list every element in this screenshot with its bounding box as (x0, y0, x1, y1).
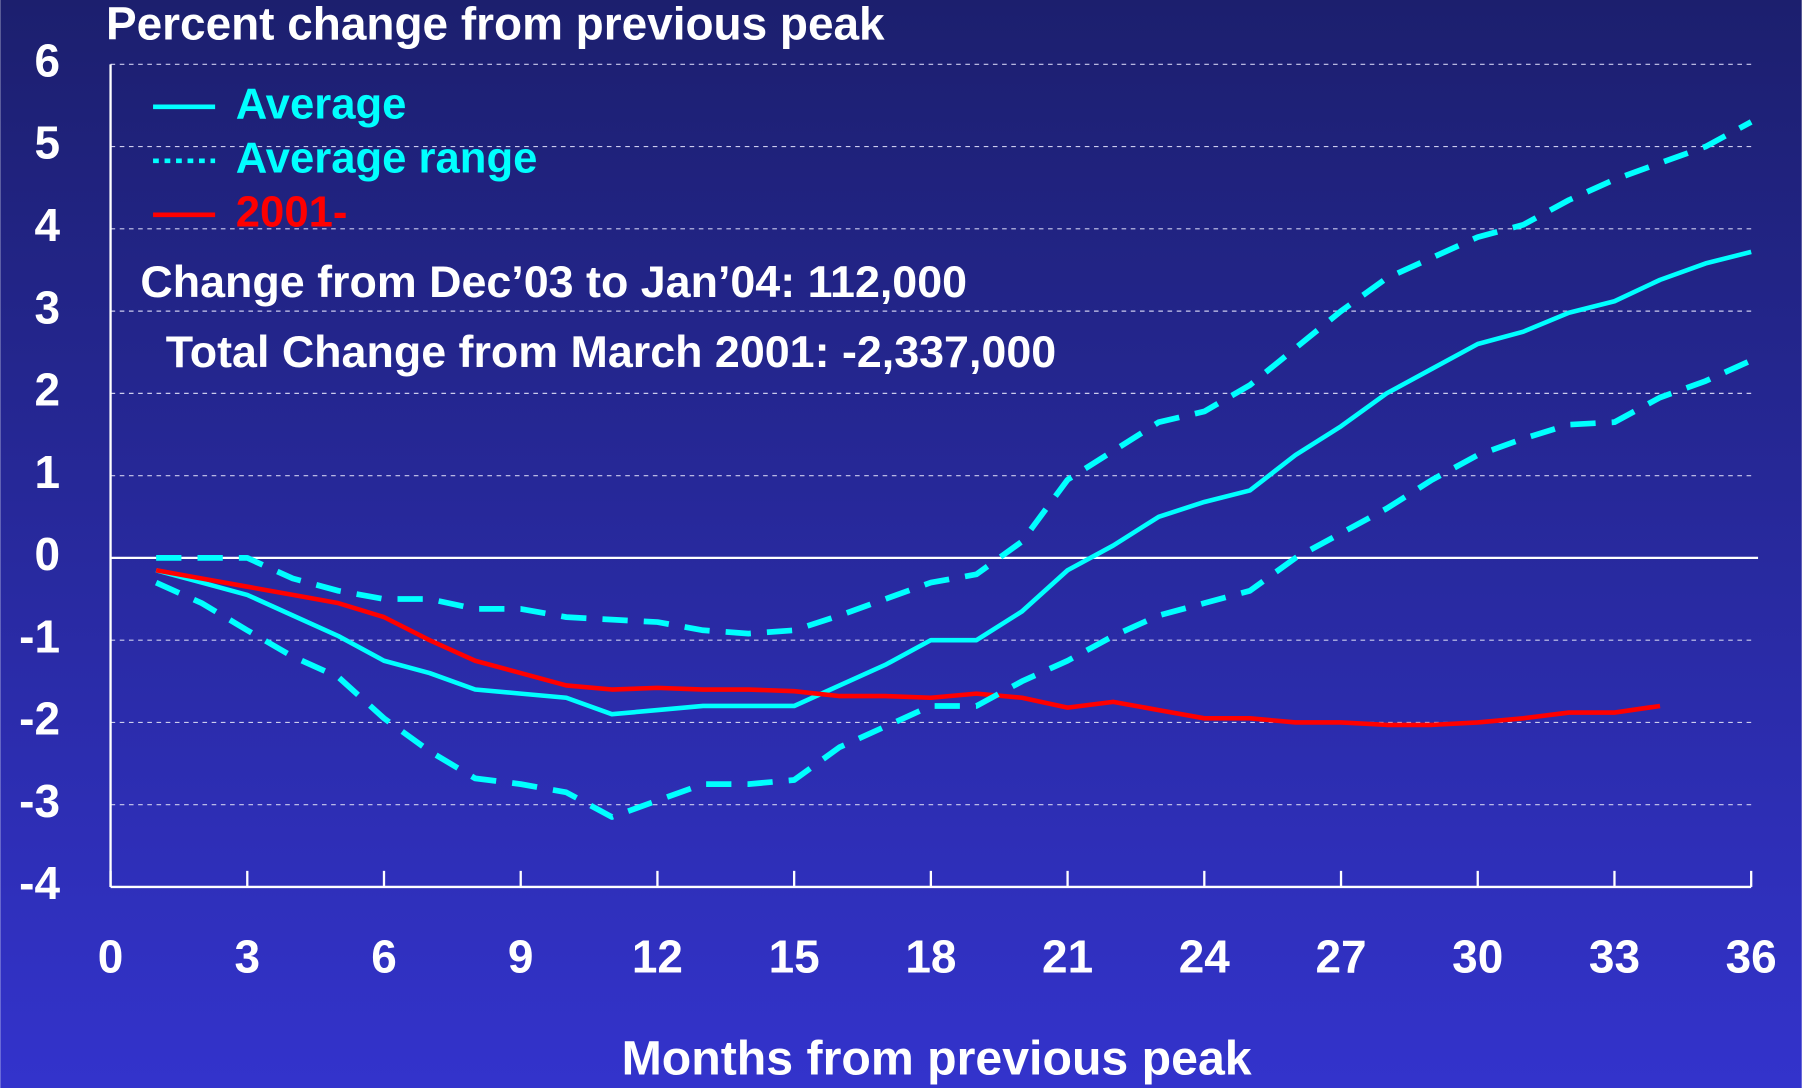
chart-title: Percent change from previous peak (106, 0, 885, 50)
series-line (154, 357, 1753, 820)
x-tick-label: 21 (1042, 931, 1093, 983)
x-tick-label: 24 (1179, 931, 1231, 983)
y-tick-label: 2 (34, 364, 60, 416)
y-tick-label: -4 (19, 857, 60, 909)
x-tick-label: 12 (632, 931, 683, 983)
annotation: Change from Dec’03 to Jan’04: 112,000 (140, 257, 967, 307)
x-tick-label: 0 (98, 931, 124, 983)
y-tick-label: 3 (34, 281, 60, 333)
legend-label: Average range (236, 133, 538, 182)
x-tick-label: 3 (234, 931, 260, 983)
x-tick-label: 30 (1452, 931, 1503, 983)
y-tick-label: -2 (19, 693, 60, 745)
legend-label: 2001- (236, 187, 348, 236)
y-tick-label: 1 (34, 446, 60, 498)
x-tick-label: 15 (769, 931, 820, 983)
series-line (155, 567, 1661, 728)
x-tick-label: 33 (1589, 931, 1640, 983)
y-tick-label: -3 (19, 775, 60, 827)
y-tick-label: 0 (34, 528, 60, 580)
y-tick-label: 5 (34, 117, 60, 169)
x-tick-label: 6 (371, 931, 397, 983)
x-tick-label: 9 (508, 931, 534, 983)
annotation: Total Change from March 2001: -2,337,000 (166, 327, 1056, 377)
x-tick-label: 36 (1726, 931, 1777, 983)
y-tick-label: 4 (34, 199, 60, 251)
x-tick-label: 18 (905, 931, 956, 983)
legend-label: Average (236, 79, 407, 128)
series-line (156, 119, 1753, 637)
y-tick-label: 6 (34, 34, 60, 86)
y-tick-label: -1 (19, 610, 60, 662)
series-line (155, 249, 1752, 717)
x-tick-label: 27 (1315, 931, 1366, 983)
x-axis-label: Months from previous peak (622, 1031, 1252, 1085)
